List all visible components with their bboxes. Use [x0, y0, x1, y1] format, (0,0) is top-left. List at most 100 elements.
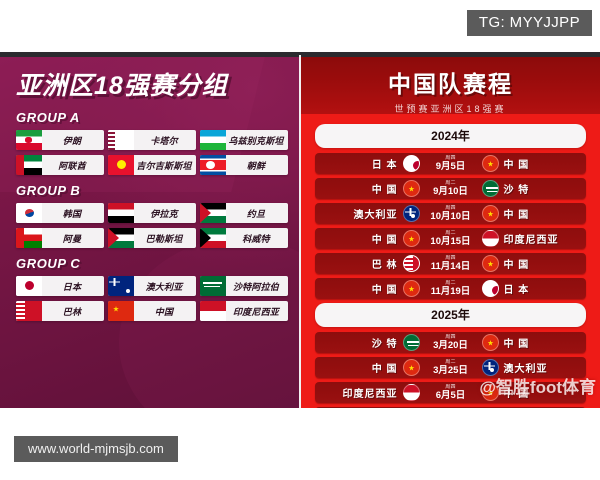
match-day: 9月10日 — [433, 185, 468, 197]
schedule-container: 2024年日 本周四 9月5日中 国中 国周二 9月10日沙 特澳大利亚 周四 10月1… — [301, 114, 600, 408]
flag-icon — [16, 276, 42, 296]
away-team-name: 印度尼西亚 — [503, 235, 559, 246]
match-row[interactable]: 澳大利亚 周四 10月10日 中 国 — [315, 203, 586, 224]
away-flag-icon — [481, 230, 499, 247]
team-chip[interactable]: 吉尔吉斯斯坦 — [108, 155, 196, 175]
away-team-name: 中 国 — [503, 160, 530, 171]
group-block: GROUP A 伊朗 卡塔尔 乌兹别克斯坦 阿联酋 吉尔吉斯斯坦 朝鲜 — [16, 110, 299, 175]
flag-icon — [108, 155, 134, 175]
home-team-name: 中 国 — [371, 235, 398, 246]
match-weekday: 周二 — [445, 279, 456, 286]
team-chip[interactable]: 印度尼西亚 — [200, 301, 288, 321]
group-block: GROUP B 韩国 伊拉克 约旦阿曼 巴勒斯坦 科威特 — [16, 183, 299, 248]
team-name: 阿曼 — [62, 233, 82, 244]
match-row[interactable]: 中 国 周二 3月25日 澳大利亚 — [315, 357, 586, 378]
team-chip[interactable]: 伊拉克 — [108, 203, 196, 223]
match-date: 周四 10月10日 — [425, 204, 477, 222]
match-day: 11月14日 — [430, 260, 471, 272]
home-flag-icon — [402, 205, 420, 222]
match-weekday: 周二 — [445, 229, 456, 236]
match-row[interactable]: 中 国 周二 10月15日 印度尼西亚 — [315, 228, 586, 249]
away-flag-icon — [481, 180, 499, 197]
poster-top-bar — [0, 52, 600, 55]
match-date: 周二 10月15日 — [425, 229, 477, 247]
home-team-name: 日 本 — [371, 160, 398, 171]
group-block: GROUP C 日本 澳大利亚 沙特阿拉伯 巴林 中国 印度尼西亚 — [16, 256, 299, 321]
year-pill: 2025年 — [315, 303, 586, 327]
right-panel-schedule: 中国队赛程 世预赛亚洲区18强赛 2024年日 本周四 9月5日中 国中 国周二 9… — [301, 52, 600, 408]
flag-icon — [200, 228, 226, 248]
team-chip[interactable]: 韩国 — [16, 203, 104, 223]
match-weekday: 周二 — [445, 358, 456, 365]
team-name: 巴勒斯坦 — [145, 233, 183, 244]
away-team-name: 中 国 — [503, 339, 530, 350]
poster-graphic: 亚洲区18强赛分组 GROUP A 伊朗 卡塔尔 乌兹别克斯坦 阿联酋 吉尔吉斯斯坦 朝鲜 G… — [0, 52, 600, 408]
team-name: 吉尔吉斯斯坦 — [136, 160, 192, 171]
team-chip[interactable]: 约旦 — [200, 203, 288, 223]
team-name: 澳大利亚 — [145, 281, 183, 292]
team-name: 巴林 — [62, 306, 82, 317]
flag-icon — [200, 301, 226, 321]
match-weekday: 周二 — [445, 179, 456, 186]
match-row[interactable]: 日 本 周四 9月5日 中 国 — [315, 153, 586, 174]
team-chip[interactable]: 卡塔尔 — [108, 130, 196, 150]
team-chip[interactable]: 阿曼 — [16, 228, 104, 248]
team-chip[interactable]: 科威特 — [200, 228, 288, 248]
match-row[interactable]: 中 国 周二 9月10日 沙 特 — [315, 178, 586, 199]
match-day: 10月10日 — [430, 210, 471, 222]
flag-icon — [16, 228, 42, 248]
away-team-name: 澳大利亚 — [503, 364, 548, 375]
match-row[interactable]: 巴 林 周四 11月14日 中 国 — [315, 253, 586, 274]
match-date: 周四 3月20日 — [425, 334, 477, 351]
match-day: 3月20日 — [433, 339, 468, 351]
team-chip[interactable]: 巴林 — [16, 301, 104, 321]
team-chip[interactable]: 巴勒斯坦 — [108, 228, 196, 248]
left-panel-title: 亚洲区18强赛分组 — [16, 72, 228, 100]
team-name: 中国 — [154, 306, 174, 317]
match-row[interactable]: 沙 特 周四 3月20日 中 国 — [315, 332, 586, 353]
home-team-name: 中 国 — [371, 364, 398, 375]
schedule-header: 中国队赛程 世预赛亚洲区18强赛 — [301, 52, 600, 114]
home-flag-icon — [402, 155, 420, 172]
schedule-title: 中国队赛程 — [388, 71, 513, 97]
match-row[interactable]: 中 国周二6月10日巴 林 — [315, 407, 586, 408]
team-chip[interactable]: 中国 — [108, 301, 196, 321]
away-flag-icon — [481, 255, 499, 272]
team-chip[interactable]: 沙特阿拉伯 — [200, 276, 288, 296]
team-grid: 日本 澳大利亚 沙特阿拉伯巴林 中国 印度尼西亚 — [16, 276, 299, 321]
group-label: GROUP B — [16, 183, 81, 198]
flag-icon — [16, 301, 42, 321]
team-chip[interactable]: 澳大利亚 — [108, 276, 196, 296]
home-flag-icon — [402, 255, 420, 272]
match-weekday: 周四 — [445, 254, 456, 261]
team-chip[interactable]: 日本 — [16, 276, 104, 296]
match-row[interactable]: 印度尼西亚 周四 6月5日 中 国 — [315, 382, 586, 403]
home-team-name: 澳大利亚 — [353, 210, 398, 221]
flag-icon — [108, 276, 134, 296]
team-chip[interactable]: 伊朗 — [16, 130, 104, 150]
home-flag-icon — [402, 230, 420, 247]
team-name: 印度尼西亚 — [232, 306, 279, 317]
away-team-name: 日 本 — [503, 285, 530, 296]
away-flag-icon — [481, 155, 499, 172]
match-day: 9月5日 — [435, 160, 466, 172]
match-date: 周四 6月5日 — [425, 384, 477, 401]
match-date: 周二 11月19日 — [425, 279, 477, 297]
flag-icon — [16, 130, 42, 150]
bottom-url-watermark: www.world-mjmsjb.com — [14, 436, 178, 462]
flag-icon — [200, 155, 226, 175]
team-chip[interactable]: 阿联酋 — [16, 155, 104, 175]
team-name: 乌兹别克斯坦 — [228, 135, 284, 146]
flag-icon — [108, 301, 134, 321]
team-chip[interactable]: 乌兹别克斯坦 — [200, 130, 288, 150]
match-weekday: 周四 — [445, 204, 456, 211]
home-flag-icon — [402, 280, 420, 297]
match-row[interactable]: 中 国 周二 11月19日 日 本 — [315, 278, 586, 299]
away-team-name: 中 国 — [503, 389, 530, 400]
match-day: 10月15日 — [430, 235, 471, 247]
home-team-name: 沙 特 — [371, 339, 398, 350]
team-chip[interactable]: 朝鲜 — [200, 155, 288, 175]
match-date: 周四 9月5日 — [425, 155, 477, 172]
flag-icon — [200, 276, 226, 296]
